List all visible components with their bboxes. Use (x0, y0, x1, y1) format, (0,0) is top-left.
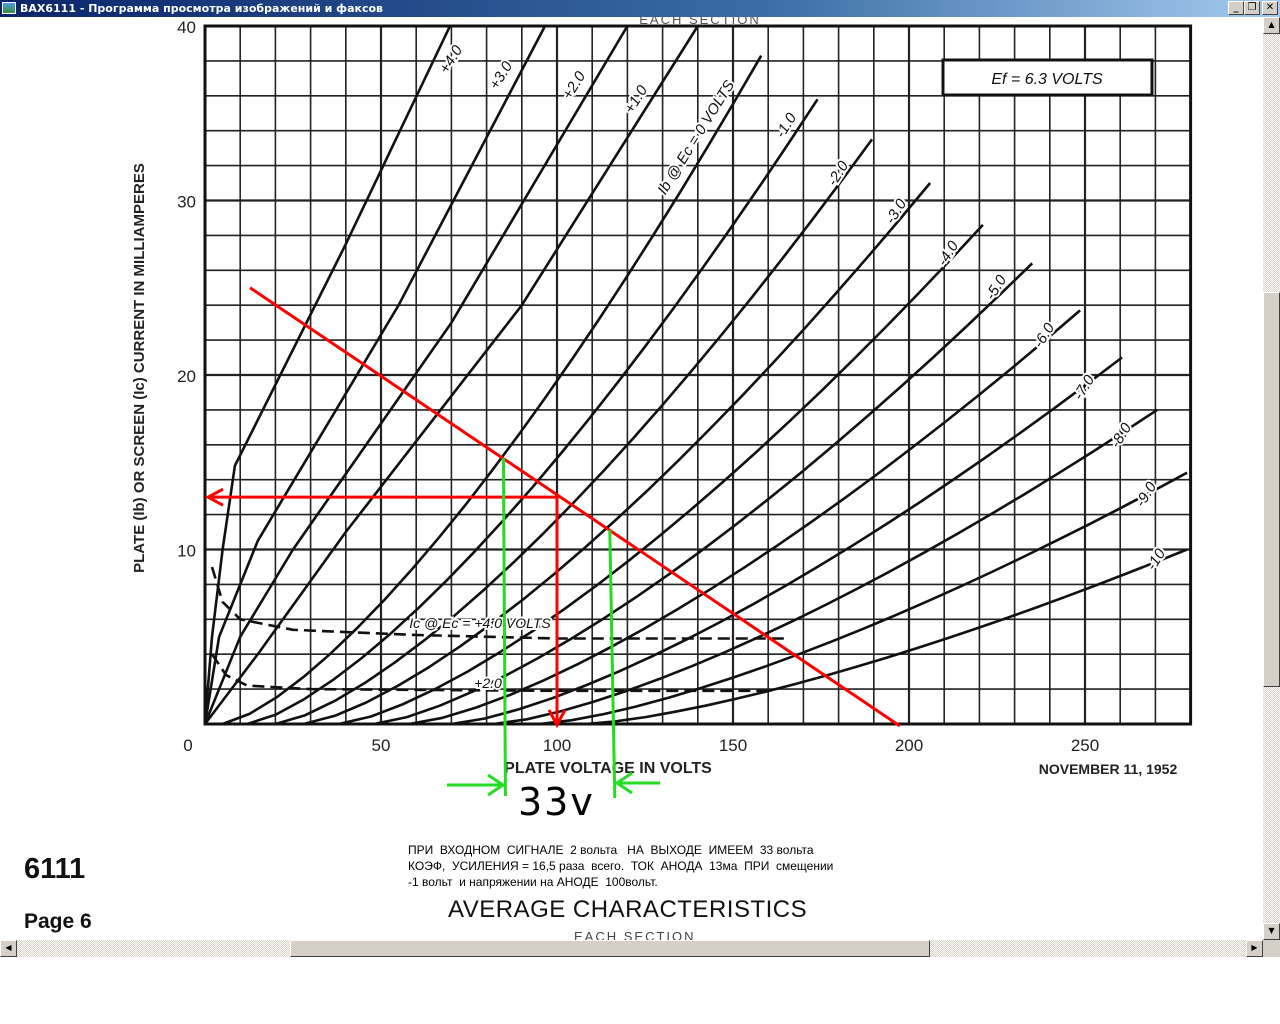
plate-curve (338, 224, 984, 726)
scroll-right-icon[interactable]: ▶ (1246, 940, 1263, 957)
horizontal-scrollbar[interactable]: ◀ ▶ (0, 940, 1263, 957)
x-tick-label: 250 (1071, 736, 1099, 755)
restore-button[interactable]: ❐ (1244, 1, 1260, 15)
curve-label: -2.0 (824, 158, 852, 189)
curve-label: +1.0 (621, 82, 651, 117)
scroll-down-icon[interactable]: ▼ (1263, 923, 1280, 940)
annotation-note: ПРИ ВХОДНОМ СИГНАЛЕ 2 вольта НА ВЫХОДЕ И… (408, 842, 833, 890)
plate-curve (451, 356, 1123, 726)
load-line (249, 286, 901, 728)
plate-curve (246, 98, 819, 726)
plate-curve (408, 309, 1081, 726)
tube-number: 6111 (24, 853, 86, 885)
arrowhead-left-icon (204, 487, 224, 507)
window-title: BAX6111 - Программа просмотра изображени… (20, 2, 383, 15)
plate-curve (373, 262, 1034, 726)
legend-box (941, 58, 1154, 97)
annotation-line: -1 вольт и напряжении на АНОДЕ 100вольт. (408, 875, 658, 889)
plate-curves (203, 25, 1188, 726)
curve-label: -6.0 (1030, 320, 1058, 351)
y-axis-label: PLATE (Ib) OR SCREEN (Ic) CURRENT IN MIL… (131, 163, 148, 573)
curve-label: -9.0 (1132, 479, 1160, 510)
plate-curve (275, 138, 874, 726)
x-tick-label: 200 (895, 736, 923, 755)
curve-label: -5.0 (982, 272, 1010, 303)
scroll-left-icon[interactable]: ◀ (0, 940, 17, 957)
y-tick-label: 40 (177, 18, 196, 37)
plate-curve (203, 25, 547, 725)
screen-curve-label: Ic @ Ec = +4.0 VOLTS (409, 615, 551, 631)
annotation-line: ПРИ ВХОДНОМ СИГНАЛЕ 2 вольта НА ВЫХОДЕ И… (408, 843, 814, 857)
arrowhead-left-icon (614, 771, 633, 795)
minimize-button[interactable]: _ (1228, 1, 1244, 15)
screen-current-curve (210, 653, 769, 693)
curve-label: -4.0 (934, 238, 962, 269)
plate-curve (303, 182, 932, 726)
plate-curve (585, 548, 1188, 726)
annotation-line: КОЭФ, УСИЛЕНИЯ = 16,5 раза всего. ТОК АН… (408, 859, 834, 873)
plate-curve (203, 25, 699, 725)
handwritten-output-swing: 33v (518, 780, 595, 824)
curve-label: -7.0 (1070, 372, 1098, 403)
chart-grid (203, 24, 1193, 726)
vertical-scroll-thumb[interactable] (1263, 292, 1280, 687)
legend-text: Ef = 6.3 VOLTS (991, 71, 1103, 88)
swing-marker-right (608, 529, 617, 799)
curve-label: -1.0 (772, 110, 800, 141)
curve-label: -8.0 (1107, 420, 1135, 451)
arrowhead-right-icon (487, 773, 506, 797)
top-caption: EACH SECTION (639, 17, 761, 27)
image-viewport: 0 50 100 150 200 250 10 20 30 40 PLATE VOLTAGE IN … (0, 17, 1263, 940)
title-bar: BAX6111 - Программа просмотра изображени… (0, 0, 1280, 17)
screen-curve-label: +2.0 (474, 675, 502, 691)
app-icon (2, 2, 16, 14)
x-tick-label: 0 (183, 736, 192, 755)
chart-date: NOVEMBER 11, 1952 (1039, 761, 1178, 777)
arrowhead-down-icon (547, 709, 567, 729)
x-tick-label: 50 (372, 736, 391, 755)
plate-curve (203, 25, 629, 725)
chart-heading: AVERAGE CHARACTERISTICS (448, 896, 808, 923)
chart-subheading: EACH SECTION (574, 929, 696, 940)
y-tick-label: 10 (177, 542, 196, 561)
annotations: 33v (204, 286, 901, 824)
scroll-up-icon[interactable]: ▲ (1263, 17, 1280, 34)
swing-marker-left (501, 457, 507, 797)
scrollbar-corner (1263, 940, 1280, 957)
x-tick-label: 150 (719, 736, 747, 755)
vertical-scrollbar[interactable]: ▲ ▼ (1263, 17, 1280, 957)
y-tick-label: 30 (177, 193, 196, 212)
plate-curve (203, 25, 452, 725)
y-tick-label: 20 (177, 367, 196, 386)
page-label: Page 6 (24, 910, 92, 933)
x-tick-label: 100 (543, 736, 571, 755)
x-axis-label: PLATE VOLTAGE IN VOLTS (504, 760, 712, 777)
close-button[interactable]: ✕ (1262, 1, 1278, 15)
tube-characteristics-chart: 0 50 100 150 200 250 10 20 30 40 PLATE VOLTAGE IN … (131, 17, 1193, 824)
plate-curve (222, 55, 763, 726)
plate-curve (493, 408, 1158, 726)
horizontal-scroll-thumb[interactable] (290, 940, 930, 957)
plate-curve (539, 471, 1188, 726)
